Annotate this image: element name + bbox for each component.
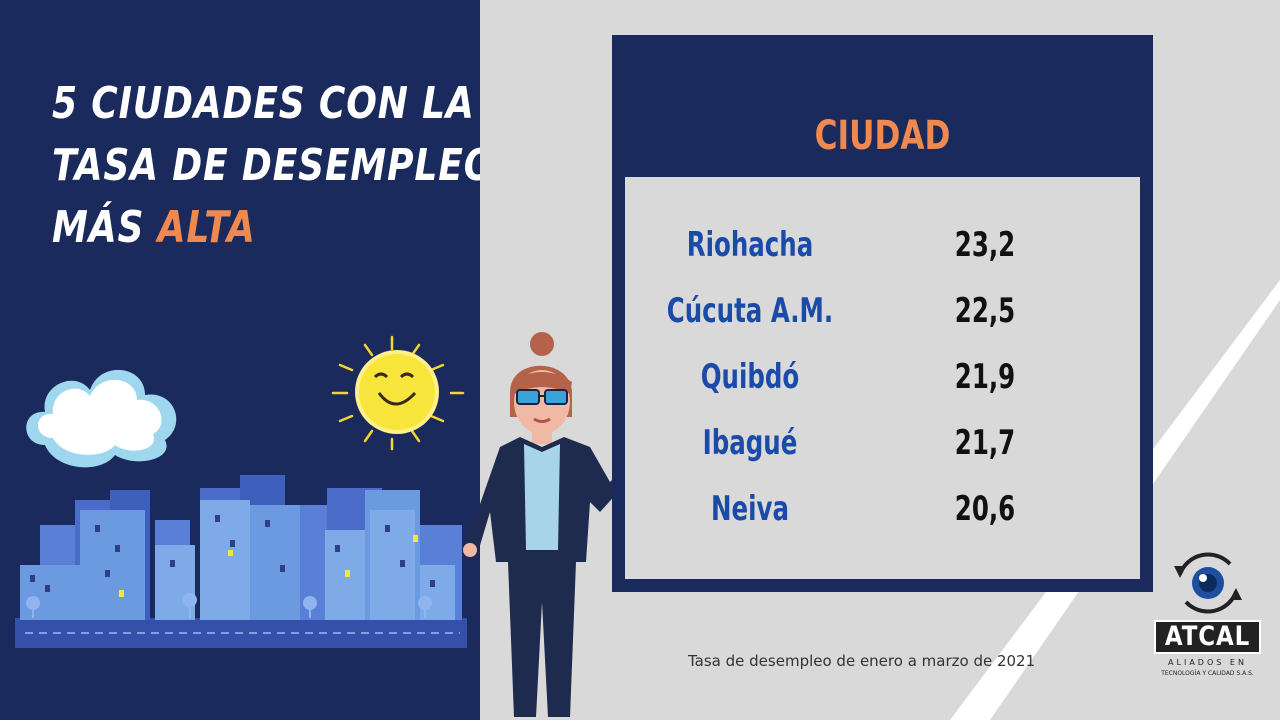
rate-value: 23,2 xyxy=(954,225,1016,265)
caption: Tasa de desempleo de enero a marzo de 20… xyxy=(688,652,1036,670)
city-skyline-illustration xyxy=(15,475,467,648)
rate-value: 21,9 xyxy=(954,357,1016,397)
city-name: Neiva xyxy=(711,489,789,529)
logo-tagline-2: TECNOLOGÍA Y CALIDAD S.A.S. xyxy=(1161,670,1254,677)
left-panel: 5 CIUDADES CON LA TASA DE DESEMPLEO MÁS … xyxy=(0,0,480,720)
city-name: Ibagué xyxy=(702,423,798,463)
rate-value: 21,7 xyxy=(954,423,1016,463)
logo-name: ATCAL xyxy=(1164,621,1251,652)
board-content: Riohacha 23,2 Cúcuta A.M. 22,5 Quibdó 21… xyxy=(625,177,1140,579)
city-name: Cúcuta A.M. xyxy=(666,291,834,331)
city-name: Quibdó xyxy=(700,357,800,397)
rate-board: CIUDAD Riohacha 23,2 Cúcuta A.M. 22,5 Qu… xyxy=(612,35,1153,592)
title-line-3: MÁS ALTA xyxy=(52,202,256,253)
board-header: CIUDAD xyxy=(814,113,951,159)
cloud-illustration xyxy=(26,369,177,468)
title-line-2: TASA DE DESEMPLEO xyxy=(52,140,480,191)
title-accent: ALTA xyxy=(157,202,256,253)
sun-illustration xyxy=(331,335,465,451)
table-row: Ibagué 21,7 xyxy=(625,423,1140,479)
eye-icon xyxy=(1174,552,1242,614)
rate-value: 20,6 xyxy=(954,489,1016,529)
presenter-illustration xyxy=(463,324,652,717)
title-prefix: MÁS xyxy=(52,202,158,253)
rate-value: 22,5 xyxy=(954,291,1016,331)
title-line-1: 5 CIUDADES CON LA xyxy=(52,78,475,129)
atcal-logo: ATCAL ALIADOS EN TECNOLOGÍA Y CALIDAD S.… xyxy=(1150,550,1265,690)
city-name: Riohacha xyxy=(686,225,814,265)
logo-wordmark: ATCAL xyxy=(1154,620,1261,654)
table-row: Quibdó 21,9 xyxy=(625,357,1140,413)
logo-tagline-1: ALIADOS EN xyxy=(1168,658,1247,667)
table-row: Riohacha 23,2 xyxy=(625,225,1140,281)
table-row: Neiva 20,6 xyxy=(625,489,1140,545)
table-row: Cúcuta A.M. 22,5 xyxy=(625,291,1140,347)
